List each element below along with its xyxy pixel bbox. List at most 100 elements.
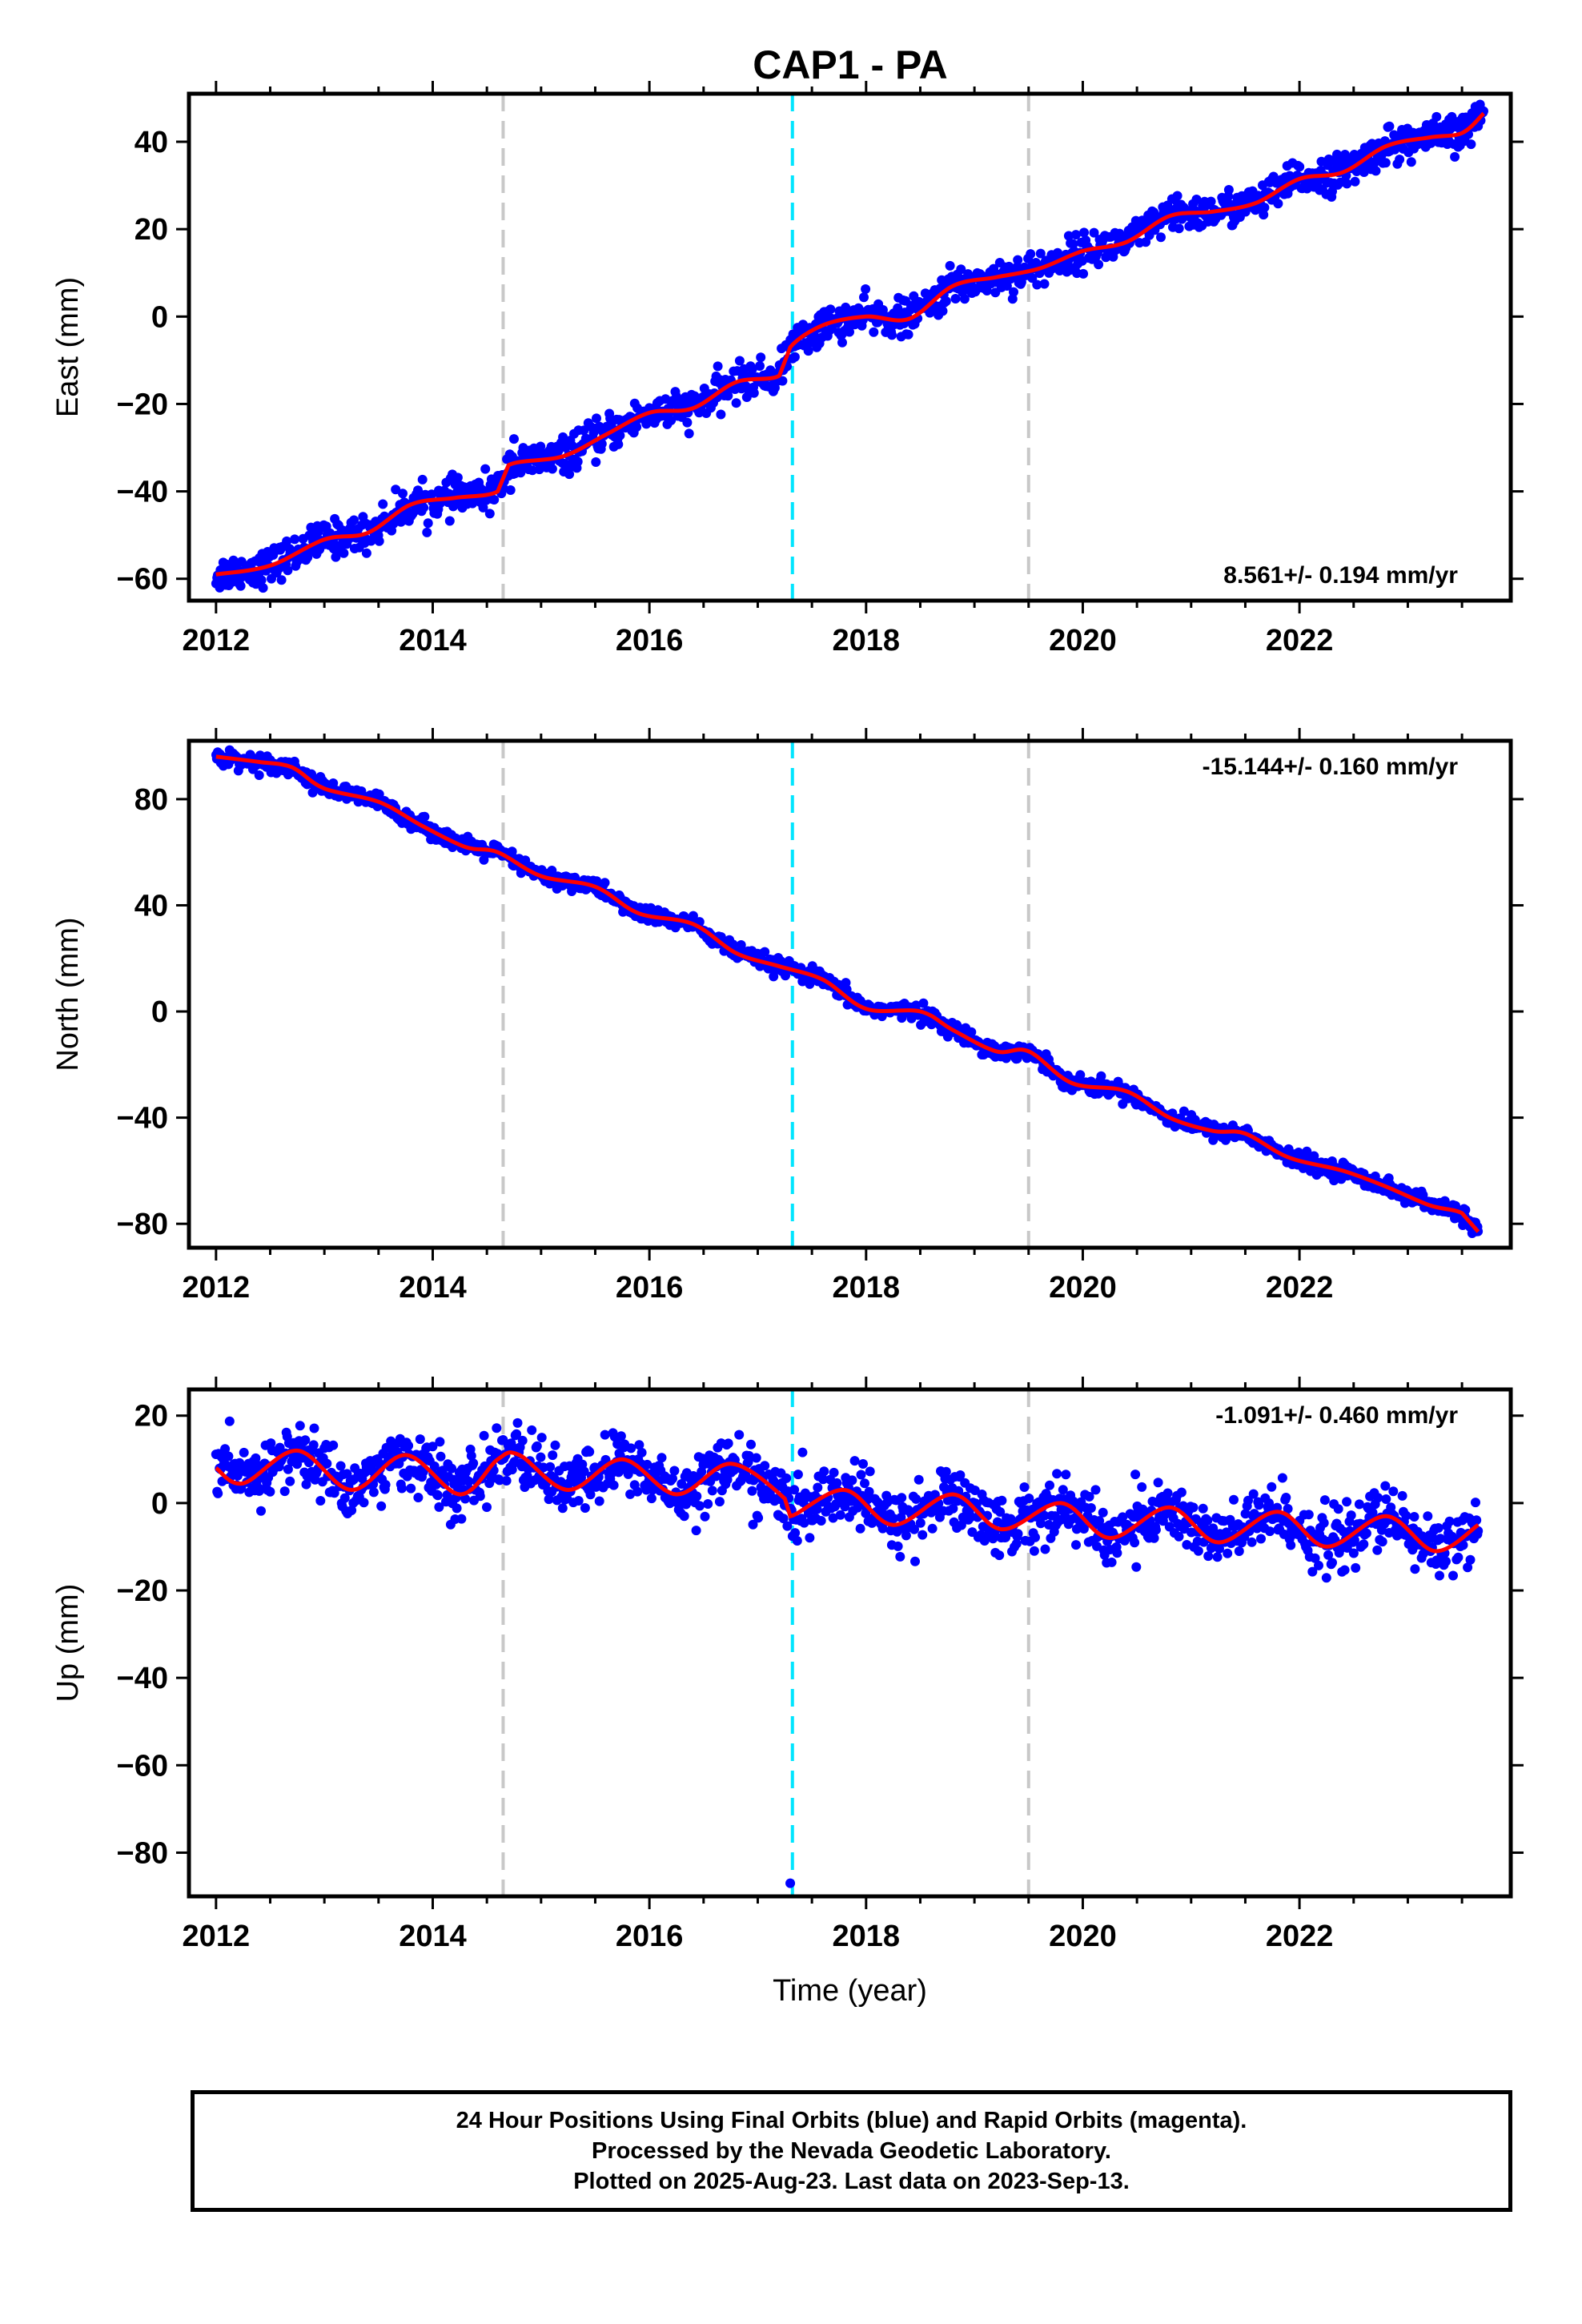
data-point	[1346, 1510, 1356, 1521]
data-point	[600, 1429, 610, 1440]
data-point	[295, 1421, 305, 1431]
data-point	[1259, 203, 1270, 213]
data-point	[608, 1480, 619, 1490]
data-point	[1094, 259, 1104, 270]
data-point	[1084, 1491, 1094, 1502]
data-point	[376, 1501, 387, 1511]
data-point	[1223, 1548, 1233, 1558]
data-point	[1377, 1537, 1387, 1547]
data-point	[428, 1441, 438, 1452]
data-point	[895, 1551, 905, 1562]
data-point	[415, 1434, 425, 1445]
data-point	[744, 1450, 754, 1461]
data-point	[684, 428, 694, 439]
panel-up: 2012 2014 2016 2018 2020 2022 −80 −60 −40 −20 0 20 U…	[51, 1377, 1524, 2008]
data-point	[831, 1499, 841, 1509]
data-point	[591, 457, 601, 467]
data-point	[423, 518, 433, 529]
rate-label: -15.144+/- 0.160 mm/yr	[1203, 754, 1459, 780]
panel-north: 2012 2014 2016 2018 2020 2022 −80 −40 0 40 80 North…	[51, 728, 1524, 1305]
data-point	[1248, 1489, 1259, 1499]
data-point	[361, 548, 371, 558]
data-point	[427, 489, 437, 500]
data-point	[256, 1506, 266, 1516]
data-point	[1106, 1557, 1117, 1567]
data-point	[616, 1431, 626, 1441]
data-point	[266, 1438, 276, 1449]
data-point	[1472, 1515, 1482, 1526]
data-point	[1342, 1497, 1352, 1507]
data-point	[1071, 1540, 1081, 1550]
data-point	[374, 536, 384, 546]
data-point	[1131, 1562, 1142, 1572]
fit-line	[215, 754, 1480, 1233]
data-point	[812, 1504, 822, 1514]
data-point	[855, 1523, 865, 1534]
data-point	[460, 1494, 471, 1504]
data-point	[945, 260, 955, 271]
data-point	[1079, 227, 1089, 238]
data-point	[1153, 1478, 1163, 1488]
data-point	[997, 1495, 1007, 1506]
data-point	[505, 485, 516, 495]
data-point	[478, 502, 488, 513]
data-point	[1286, 1540, 1296, 1550]
data-point	[512, 1417, 523, 1428]
data-point	[864, 1486, 874, 1497]
data-point	[751, 1453, 761, 1463]
data-point	[642, 1459, 652, 1470]
data-point	[988, 1534, 998, 1544]
data-point	[1384, 121, 1395, 131]
data-point	[335, 1461, 346, 1471]
data-point	[435, 1437, 445, 1447]
data-point	[283, 1464, 293, 1474]
data-point	[322, 1458, 332, 1469]
y-tick-label: 20	[135, 213, 168, 247]
data-point	[1068, 239, 1078, 249]
data-point	[1319, 1518, 1329, 1528]
data-point	[1063, 231, 1074, 241]
data-point	[282, 536, 292, 546]
data-point	[1078, 268, 1089, 279]
y-tick-label: 40	[135, 889, 168, 923]
data-point	[918, 998, 929, 1008]
fit-line	[215, 1448, 1480, 1554]
data-point	[1149, 1533, 1159, 1543]
data-point	[734, 356, 745, 366]
x-tick-label: 2016	[616, 1920, 684, 1953]
plot-frame	[187, 91, 1513, 603]
data-point	[1273, 199, 1283, 209]
data-point	[1327, 187, 1337, 196]
data-point	[1240, 1509, 1251, 1519]
data-point	[1350, 176, 1360, 187]
x-tick-label: 2018	[833, 1271, 901, 1305]
data-point	[437, 1466, 448, 1476]
data-point	[1061, 1470, 1071, 1480]
data-point	[1229, 1494, 1239, 1505]
data-point	[468, 1458, 479, 1469]
data-point	[1351, 1562, 1361, 1573]
data-point	[594, 1496, 604, 1506]
data-point	[837, 337, 847, 348]
data-point	[1466, 139, 1476, 150]
data-point	[869, 327, 879, 337]
data-point	[789, 1485, 800, 1495]
data-point	[979, 1536, 990, 1546]
data-point	[666, 415, 677, 425]
y-tick-label: −20	[117, 388, 168, 421]
data-point	[955, 1470, 966, 1480]
data-point	[1130, 1470, 1141, 1480]
data-point	[339, 548, 349, 558]
data-point	[1254, 1500, 1264, 1510]
data-point	[436, 1451, 446, 1462]
y-tick-label: −40	[117, 476, 168, 509]
y-axis-label: East (mm)	[51, 277, 85, 417]
data-point	[532, 1441, 542, 1451]
rate-label: 8.561+/- 0.194 mm/yr	[1223, 562, 1458, 589]
data-point	[1321, 1573, 1331, 1583]
data-point	[258, 583, 268, 593]
data-point	[930, 1490, 940, 1500]
data-point	[544, 1494, 554, 1505]
data-point	[391, 485, 401, 495]
